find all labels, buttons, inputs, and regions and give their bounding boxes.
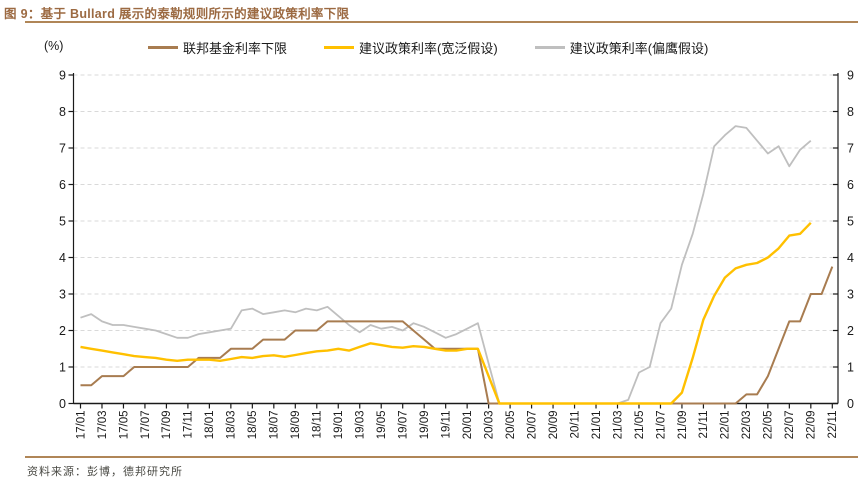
source-note: 资料来源：彭博，德邦研究所 [27,466,183,478]
legend-label: 联邦基金利率下限 [183,41,288,56]
legend-item-suggested-rate-hawkish: 建议政策利率(偏鹰假设) [534,38,709,57]
title-divider [25,21,858,23]
x-tick-label: 19/05 [376,411,388,440]
x-tick-label: 22/01 [720,411,732,440]
x-tick-label: 17/07 [140,411,152,440]
x-tick-label: 19/11 [440,411,452,439]
x-tick-label: 22/07 [784,411,796,440]
x-tick-label: 20/07 [526,411,538,440]
x-tick-label: 20/09 [548,411,560,440]
legend-label: 建议政策利率(偏鹰假设) [569,41,709,56]
y-tick-label-left: 6 [59,178,66,192]
y-tick-label-right: 0 [847,397,854,411]
y-tick-label-left: 0 [59,397,66,411]
y-tick-label-left: 7 [59,141,66,155]
x-tick-label: 22/11 [827,411,839,439]
x-tick-label: 20/01 [462,411,474,440]
legend-swatch-brown [148,46,178,49]
y-tick-label-left: 3 [59,287,66,301]
y-tick-label-right: 6 [847,178,854,192]
x-tick-label: 17/11 [183,411,195,439]
x-tick-label: 18/03 [226,411,238,440]
x-tick-label: 18/11 [312,411,324,439]
series-line-gray [80,125,812,405]
y-tick-label-left: 1 [59,360,66,374]
x-tick-label: 21/01 [591,411,603,440]
x-tick-label: 22/03 [741,411,753,440]
y-axis-unit-label: (%) [44,39,64,53]
x-tick-label: 21/03 [612,411,624,440]
y-tick-label-left: 9 [59,68,66,82]
legend-item-suggested-rate-broad: 建议政策利率(宽泛假设) [324,38,498,57]
series-line-brown [80,266,834,405]
legend-swatch-gray [534,46,565,49]
y-tick-label-left: 8 [59,105,66,119]
x-tick-label: 17/03 [97,411,109,440]
x-tick-label: 21/09 [677,411,689,440]
x-tick-label: 22/09 [806,411,818,440]
x-tick-label: 18/05 [247,411,259,440]
series-line-yellow [80,221,812,405]
x-tick-label: 20/05 [505,411,517,440]
y-tick-label-right: 7 [847,141,854,155]
footer-divider [25,456,858,458]
y-tick-label-right: 5 [847,214,854,228]
x-tick-label: 19/03 [355,411,367,440]
x-tick-label: 17/05 [118,411,130,440]
y-tick-label-right: 8 [847,105,854,119]
x-tick-label: 20/03 [483,411,495,440]
y-tick-label-right: 1 [847,360,854,374]
y-tick-label-left: 2 [59,324,66,338]
x-tick-label: 22/05 [763,411,775,440]
legend-swatch-yellow [324,46,355,49]
y-tick-label-right: 9 [847,68,854,82]
y-tick-label-left: 5 [59,214,66,228]
page-title: 图 9：基于 Bullard 展示的泰勒规则所示的建议政策利率下限 [4,7,350,21]
x-tick-label: 18/07 [269,411,281,440]
x-tick-label: 18/09 [290,411,302,440]
x-tick-label: 18/01 [204,411,216,440]
x-tick-label: 19/01 [333,411,345,440]
x-tick-label: 21/11 [698,411,710,439]
y-tick-label-right: 2 [847,324,854,338]
x-tick-label: 21/05 [634,411,646,440]
chart-legend: 联邦基金利率下限 建议政策利率(宽泛假设) 建议政策利率(偏鹰假设) [148,38,708,57]
x-tick-label: 17/09 [161,411,173,440]
legend-item-fed-funds-lower-bound: 联邦基金利率下限 [148,38,287,57]
x-tick-label: 20/11 [569,411,581,439]
y-tick-label-right: 3 [847,287,854,301]
x-tick-label: 17/01 [75,411,87,440]
legend-label: 建议政策利率(宽泛假设) [359,41,498,56]
x-tick-label: 19/07 [398,411,410,440]
x-tick-label: 19/09 [419,411,431,440]
x-tick-label: 21/07 [655,411,667,440]
y-tick-label-right: 4 [847,251,854,265]
y-tick-label-left: 4 [59,251,66,265]
